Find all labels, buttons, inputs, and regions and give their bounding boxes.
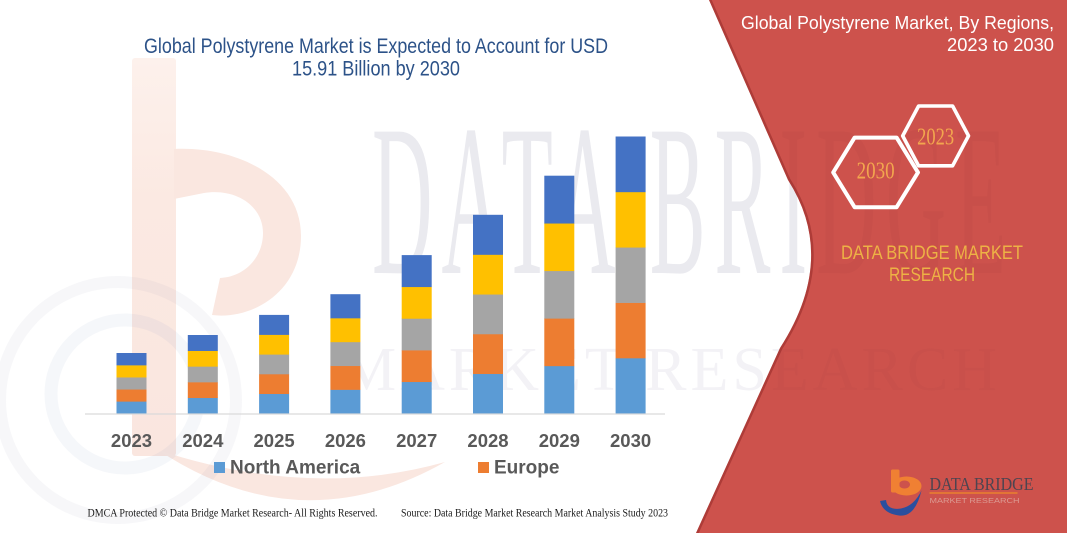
- svg-text:2025: 2025: [254, 430, 295, 451]
- svg-text:RESEARCH: RESEARCH: [889, 265, 975, 286]
- svg-text:Global Polystyrene Market is E: Global Polystyrene Market is Expected to…: [144, 35, 608, 58]
- svg-text:2023 to 2030: 2023 to 2030: [947, 34, 1054, 55]
- svg-text:North America: North America: [230, 458, 361, 479]
- svg-text:2023: 2023: [111, 430, 152, 451]
- svg-text:2028: 2028: [467, 430, 508, 451]
- svg-text:2030: 2030: [857, 159, 895, 185]
- svg-text:2030: 2030: [610, 430, 651, 451]
- svg-text:DATA BRIDGE: DATA BRIDGE: [930, 474, 1034, 494]
- svg-text:MARKET RESEARCH: MARKET RESEARCH: [930, 498, 1020, 505]
- svg-text:Source: Data Bridge Market Res: Source: Data Bridge Market Research Mark…: [401, 506, 668, 520]
- svg-text:DATA BRIDGE MARKET: DATA BRIDGE MARKET: [841, 243, 1023, 264]
- svg-text:DMCA Protected © Data Bridge M: DMCA Protected © Data Bridge Market Rese…: [88, 506, 378, 520]
- svg-text:2029: 2029: [539, 430, 580, 451]
- svg-text:2027: 2027: [396, 430, 437, 451]
- svg-text:2023: 2023: [917, 125, 954, 151]
- svg-text:Europe: Europe: [494, 458, 559, 479]
- svg-text:15.91 Billion by 2030: 15.91 Billion by 2030: [292, 58, 460, 81]
- svg-text:2026: 2026: [325, 430, 366, 451]
- svg-text:2024: 2024: [182, 430, 224, 451]
- svg-text:Global Polystyrene Market, By: Global Polystyrene Market, By Regions,: [741, 12, 1054, 33]
